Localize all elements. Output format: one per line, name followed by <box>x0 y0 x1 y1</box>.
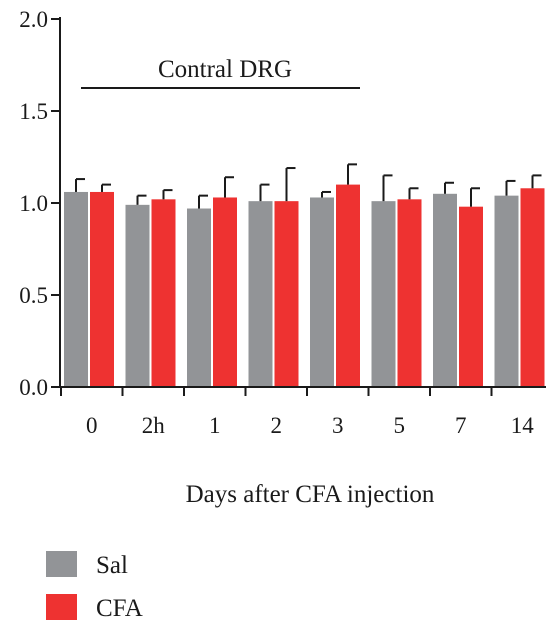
axes-layer: 0.0 0.5 1.0 1.5 2.0 0 2h 1 2 3 5 7 14 <box>19 7 546 438</box>
bar-cfa-0 <box>90 191 114 387</box>
bar-cfa-1 <box>213 197 237 387</box>
x-tick-label: 14 <box>511 413 535 438</box>
bar-cfa-2h <box>151 199 176 387</box>
x-tick-label: 0 <box>86 413 98 438</box>
legend: Sal CFA <box>46 551 143 622</box>
y-tick-label: 1.0 <box>19 191 48 216</box>
x-tick-label: 7 <box>455 413 467 438</box>
bar-sal-7 <box>433 193 457 387</box>
legend-swatch-cfa <box>46 594 77 620</box>
x-tick-label: 5 <box>394 413 406 438</box>
bar-cfa-2 <box>274 201 299 387</box>
y-tick-label: 1.5 <box>19 99 48 124</box>
x-axis-title: Days after CFA injection <box>186 481 435 508</box>
y-tick-label: 0.0 <box>19 375 48 400</box>
bar-sal-2 <box>248 201 273 387</box>
bars-layer <box>64 184 545 387</box>
bar-sal-2h <box>125 204 150 387</box>
bar-cfa-14 <box>520 188 545 387</box>
y-tick-label: 2.0 <box>19 7 48 32</box>
bar-cfa-3 <box>336 184 360 387</box>
y-tick-label: 0.5 <box>19 283 48 308</box>
bar-cfa-5 <box>397 199 422 387</box>
x-tick-label: 2 <box>271 413 283 438</box>
legend-swatch-sal <box>46 551 77 577</box>
bar-sal-5 <box>371 201 396 387</box>
x-tick-label: 2h <box>142 413 166 438</box>
legend-label-sal: Sal <box>96 552 128 579</box>
bar-sal-14 <box>494 195 519 387</box>
bar-cfa-7 <box>459 206 483 387</box>
annotation-label: Contral DRG <box>158 56 292 83</box>
bar-sal-1 <box>187 208 211 387</box>
x-tick-label: 3 <box>332 413 344 438</box>
error-bars-layer <box>75 163 542 209</box>
bar-sal-0 <box>64 191 88 387</box>
bar-sal-3 <box>310 197 334 387</box>
legend-label-cfa: CFA <box>96 595 143 622</box>
annotation-group: Contral DRG <box>81 56 360 89</box>
x-tick-label: 1 <box>209 413 221 438</box>
